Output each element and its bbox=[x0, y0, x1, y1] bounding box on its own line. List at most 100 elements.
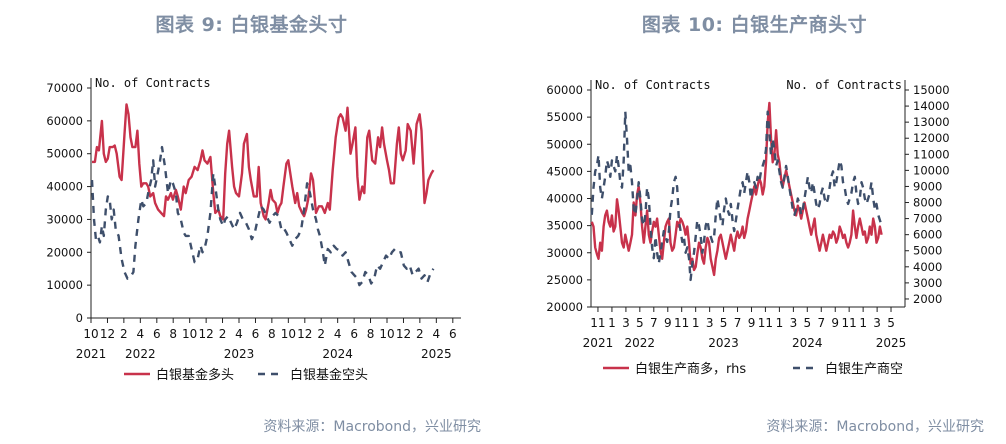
y-tick-label: 60000 bbox=[546, 83, 583, 97]
y-tick-label: 35000 bbox=[546, 219, 583, 233]
y-tick-label: 55000 bbox=[546, 110, 583, 124]
y-tick-label: 60000 bbox=[46, 114, 83, 128]
axis-unit-label: No. of Contracts bbox=[95, 76, 211, 90]
y-tick-label-right: 3000 bbox=[913, 276, 942, 290]
x-year-label: 2022 bbox=[625, 336, 656, 350]
x-year-label: 2024 bbox=[792, 336, 823, 350]
figure-title: 图表 10: 白银生产商头寸 bbox=[641, 14, 868, 36]
x-tick-label: 1 bbox=[776, 316, 784, 330]
x-tick-label: 10 bbox=[83, 327, 98, 341]
y-tick-label-right: 11000 bbox=[913, 147, 950, 161]
x-year-label: 2021 bbox=[76, 347, 107, 361]
series-line-2 bbox=[590, 110, 883, 282]
x-tick-label: 8 bbox=[268, 327, 276, 341]
x-tick-label: 4 bbox=[334, 327, 342, 341]
axis-unit-label-right: No. of Contracts bbox=[786, 78, 902, 92]
x-tick-label: 3 bbox=[622, 316, 630, 330]
legend-label-1: 白银基金多头 bbox=[156, 367, 234, 383]
y-tick-label: 30000 bbox=[46, 212, 83, 226]
y-tick-label-right: 2000 bbox=[913, 292, 942, 306]
x-tick-label: 2 bbox=[416, 327, 424, 341]
y-tick-label-right: 14000 bbox=[913, 99, 950, 113]
x-tick-label: 3 bbox=[706, 316, 714, 330]
x-tick-label: 7 bbox=[817, 316, 825, 330]
y-tick-label-right: 8000 bbox=[913, 196, 942, 210]
x-tick-label: 5 bbox=[636, 316, 644, 330]
x-tick-label: 2 bbox=[219, 327, 227, 341]
x-tick-label: 9 bbox=[831, 316, 839, 330]
y-tick-label: 40000 bbox=[546, 192, 583, 206]
x-tick-label: 5 bbox=[887, 316, 895, 330]
x-tick-label: 8 bbox=[367, 327, 375, 341]
x-tick-label: 9 bbox=[664, 316, 672, 330]
x-tick-label: 2 bbox=[120, 327, 128, 341]
series-line-2 bbox=[90, 145, 435, 287]
x-tick-label: 11 bbox=[674, 316, 689, 330]
legend-label-2: 白银基金空头 bbox=[290, 367, 368, 383]
x-tick-label: 12 bbox=[100, 327, 115, 341]
x-tick-label: 3 bbox=[873, 316, 881, 330]
figure-9: 图表 9: 白银基金头寸 0 10000 20000 30000 40000 50000 6… bbox=[46, 14, 481, 435]
x-tick-label: 12 bbox=[199, 327, 214, 341]
x-tick-label: 11 bbox=[842, 316, 857, 330]
x-tick-label: 10 bbox=[379, 327, 394, 341]
y-tick-label: 20000 bbox=[546, 300, 583, 314]
y-tick-label-right: 9000 bbox=[913, 179, 942, 193]
legend-label-1: 白银生产商多，rhs bbox=[635, 361, 746, 377]
y-tick-label-right: 6000 bbox=[913, 228, 942, 242]
y-tick-label: 70000 bbox=[46, 81, 83, 95]
y-tick-label-right: 15000 bbox=[913, 83, 950, 97]
x-tick-label: 9 bbox=[748, 316, 756, 330]
axis-unit-label-left: No. of Contracts bbox=[595, 78, 711, 92]
x-tick-label: 5 bbox=[720, 316, 728, 330]
x-tick-label: 1 bbox=[859, 316, 867, 330]
x-tick-label: 1 bbox=[608, 316, 616, 330]
figure-source: 资料来源：Macrobond，兴业研究 bbox=[766, 419, 984, 435]
series-line-1 bbox=[590, 101, 883, 277]
x-year-label: 2023 bbox=[708, 336, 739, 350]
x-tick-label: 11 bbox=[758, 316, 773, 330]
x-tick-label: 1 bbox=[692, 316, 700, 330]
x-tick-label: 10 bbox=[281, 327, 296, 341]
x-tick-label: 6 bbox=[153, 327, 161, 341]
y-tick-label-right: 12000 bbox=[913, 131, 950, 145]
y-tick-label-right: 5000 bbox=[913, 244, 942, 258]
x-tick-label: 12 bbox=[396, 327, 411, 341]
y-tick-label-right: 13000 bbox=[913, 115, 950, 129]
legend-label-2: 白银生产商空 bbox=[825, 361, 903, 377]
y-tick-label: 10000 bbox=[46, 278, 83, 292]
x-tick-label: 4 bbox=[433, 327, 441, 341]
x-tick-label: 6 bbox=[449, 327, 457, 341]
x-tick-label: 4 bbox=[235, 327, 243, 341]
x-tick-label: 6 bbox=[252, 327, 260, 341]
x-year-label: 2021 bbox=[583, 336, 614, 350]
y-tick-label: 45000 bbox=[546, 164, 583, 178]
x-tick-label: 2 bbox=[317, 327, 325, 341]
figure-10: 图表 10: 白银生产商头寸 20000 25000 30000 35000 40000… bbox=[503, 0, 1006, 444]
x-year-label: 2025 bbox=[876, 336, 907, 350]
x-tick-label: 7 bbox=[650, 316, 658, 330]
y-tick-label: 40000 bbox=[46, 180, 83, 194]
y-tick-label-right: 10000 bbox=[913, 163, 950, 177]
x-tick-label: 4 bbox=[137, 327, 145, 341]
y-tick-label: 50000 bbox=[46, 147, 83, 161]
y-tick-label: 0 bbox=[76, 311, 83, 325]
x-year-label: 2025 bbox=[421, 347, 452, 361]
y-tick-label: 25000 bbox=[546, 273, 583, 287]
x-tick-label: 10 bbox=[182, 327, 197, 341]
x-year-label: 2022 bbox=[125, 347, 156, 361]
y-tick-label-right: 4000 bbox=[913, 260, 942, 274]
figure-source: 资料来源：Macrobond，兴业研究 bbox=[263, 419, 481, 435]
x-tick-label: 8 bbox=[169, 327, 177, 341]
y-tick-label: 30000 bbox=[546, 246, 583, 260]
x-tick-label: 6 bbox=[350, 327, 358, 341]
x-tick-label: 12 bbox=[297, 327, 312, 341]
figure-title: 图表 9: 白银基金头寸 bbox=[155, 14, 348, 36]
y-tick-label: 20000 bbox=[46, 245, 83, 259]
y-tick-label-right: 7000 bbox=[913, 212, 942, 226]
x-year-label: 2024 bbox=[322, 347, 353, 361]
y-tick-label: 50000 bbox=[546, 137, 583, 151]
x-tick-label: 7 bbox=[734, 316, 742, 330]
x-tick-label: 3 bbox=[790, 316, 798, 330]
